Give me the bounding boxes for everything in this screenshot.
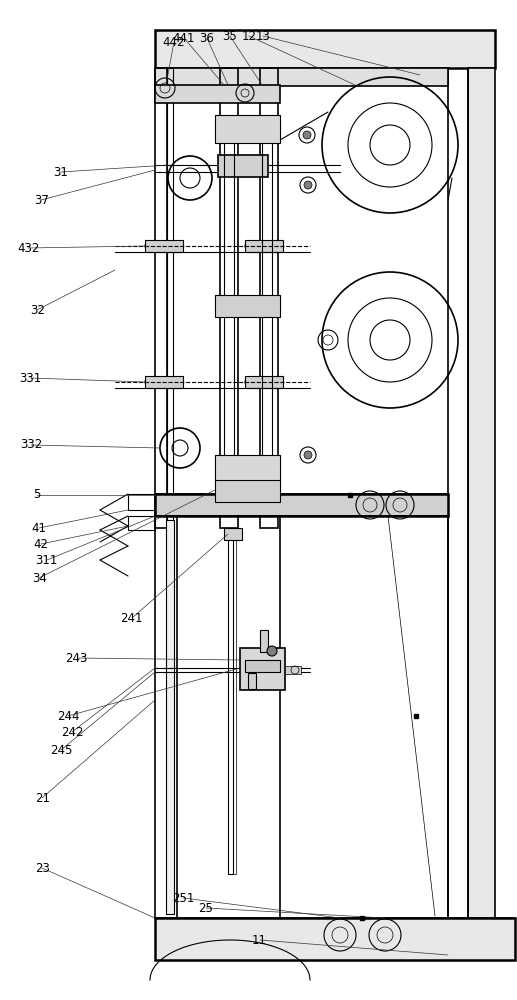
Text: 42: 42 [34, 538, 49, 550]
Text: 13: 13 [255, 29, 270, 42]
Text: 432: 432 [17, 241, 40, 254]
Text: 11: 11 [252, 934, 267, 946]
Bar [155, 30, 495, 68]
Bar [145, 240, 183, 252]
Ellipse shape [169, 377, 183, 387]
Text: 241: 241 [120, 611, 143, 624]
Bar [155, 516, 177, 918]
Bar [240, 648, 285, 690]
Text: 245: 245 [50, 744, 72, 756]
Ellipse shape [145, 241, 159, 251]
Bar [155, 68, 448, 86]
Bar [155, 85, 280, 103]
Text: 25: 25 [199, 902, 213, 914]
Bar [228, 534, 233, 874]
Bar [245, 240, 283, 252]
Text: 332: 332 [20, 438, 42, 452]
Text: 243: 243 [65, 652, 88, 664]
Text: 251: 251 [172, 892, 194, 904]
Bar [166, 520, 174, 914]
Bar [167, 68, 173, 528]
Circle shape [304, 451, 312, 459]
Bar [468, 68, 495, 918]
Circle shape [304, 181, 312, 189]
Ellipse shape [145, 377, 159, 387]
Text: 23: 23 [35, 861, 50, 874]
Text: 21: 21 [35, 792, 50, 804]
Text: 242: 242 [61, 726, 84, 738]
Text: 31: 31 [54, 165, 68, 178]
Bar [224, 528, 242, 540]
Ellipse shape [169, 241, 183, 251]
Bar [145, 376, 183, 388]
Ellipse shape [269, 241, 283, 251]
Bar [155, 68, 167, 528]
Text: 34: 34 [32, 572, 47, 584]
Bar [248, 673, 256, 689]
Bar [285, 666, 301, 674]
Text: 5: 5 [34, 488, 41, 502]
Circle shape [267, 646, 277, 656]
Text: 331: 331 [19, 371, 41, 384]
Bar [260, 630, 268, 652]
Text: 244: 244 [57, 710, 80, 722]
Bar [262, 120, 272, 480]
Text: 12: 12 [241, 29, 257, 42]
Bar [224, 120, 234, 480]
Text: 35: 35 [222, 29, 237, 42]
Bar [155, 918, 515, 960]
Text: 32: 32 [30, 304, 44, 316]
Bar [215, 295, 280, 317]
Circle shape [303, 131, 311, 139]
Ellipse shape [245, 241, 259, 251]
Bar [245, 376, 283, 388]
Text: 441: 441 [173, 31, 195, 44]
Bar [245, 660, 280, 672]
Text: 311: 311 [35, 554, 58, 566]
Bar [220, 68, 238, 528]
Text: 36: 36 [200, 31, 214, 44]
Bar [218, 155, 268, 177]
Ellipse shape [269, 377, 283, 387]
Text: 442: 442 [162, 35, 185, 48]
Text: 41: 41 [32, 522, 47, 534]
Bar [233, 534, 236, 874]
Bar [260, 68, 278, 528]
Text: 37: 37 [34, 194, 49, 207]
Bar [215, 115, 280, 143]
Bar [215, 455, 280, 483]
Bar [215, 480, 280, 502]
Bar [155, 494, 448, 516]
Ellipse shape [245, 377, 259, 387]
